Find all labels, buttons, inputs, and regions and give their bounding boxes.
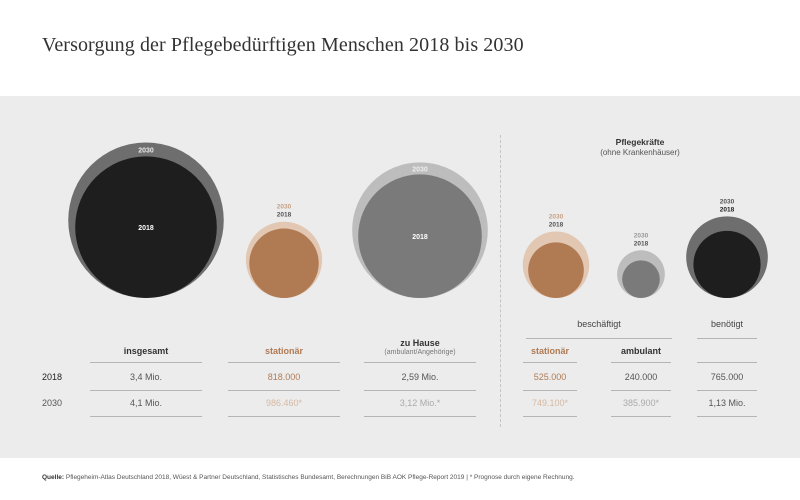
bubble-insgesamt-2018	[75, 156, 217, 298]
source-text: Pflegeheim-Atlas Deutschland 2018, Wüest…	[65, 474, 575, 481]
bubble-label-stationaer-2018: 2018	[277, 212, 292, 219]
column-rule-top-pk_stationaer	[523, 362, 577, 363]
source-note: Quelle: Pflegeheim-Atlas Deutschland 201…	[42, 474, 574, 481]
column-rule-top-zuhause	[364, 362, 476, 363]
bubble-zuhause-2018	[358, 174, 482, 298]
row-year-2030: 2030	[42, 398, 63, 408]
bubble-stationaer-2018	[249, 228, 319, 298]
column-rule-bottom-stationaer	[228, 416, 340, 417]
table-cell-pk_stationaer-2030: 749.100*	[531, 398, 569, 408]
column-rule-mid-stationaer	[228, 390, 340, 391]
column-rule-bottom-zuhause	[364, 416, 476, 417]
column-rule-bottom-pk_ambulant	[611, 416, 671, 417]
table-cell-pk_benoetigt-2018: 765.000	[710, 372, 744, 382]
table-cell-pk_ambulant-2030: 385.900*	[622, 398, 660, 408]
column-header-insgesamt: insgesamt	[123, 346, 169, 356]
column-header-pk_ambulant: ambulant	[620, 346, 662, 356]
column-rule-top-insgesamt	[90, 362, 202, 363]
table-cell-pk_benoetigt-2030: 1,13 Mio.	[708, 398, 746, 408]
bubble-label-insgesamt-2030: 2030	[138, 147, 154, 154]
column-rule-bottom-pk_stationaer	[523, 416, 577, 417]
column-rule-bottom-insgesamt	[90, 416, 202, 417]
group-label-benoetigt: benötigt	[710, 319, 744, 329]
bubble-label-pk_benoetigt-2030: 2030	[720, 198, 735, 205]
row-year-2018: 2018	[42, 372, 63, 382]
bubble-label-stationaer-2030: 2030	[277, 204, 292, 211]
table-cell-zuhause-2018: 2,59 Mio.	[401, 372, 439, 382]
page-title: Versorgung der Pflegebedürftigen Mensche…	[42, 34, 524, 56]
footer	[0, 458, 800, 500]
bubble-label-zuhause-2030: 2030	[412, 166, 428, 173]
column-rule-mid-pk_ambulant	[611, 390, 671, 391]
pflegekraefte-subtitle: (ohne Krankenhäuser)	[600, 148, 680, 157]
column-rule-mid-pk_stationaer	[523, 390, 577, 391]
table-cell-stationaer-2018: 818.000	[267, 372, 301, 382]
source-label: Quelle:	[42, 474, 65, 481]
group-rule-benoetigt	[697, 338, 757, 339]
column-header-zuhause: zu Hause	[400, 338, 440, 348]
column-rule-top-stationaer	[228, 362, 340, 363]
column-header-stationaer: stationär	[264, 346, 304, 356]
group-rule-beschaeftigt	[526, 338, 672, 339]
bubble-label-zuhause-2018: 2018	[412, 234, 428, 241]
table-cell-pk_ambulant-2018: 240.000	[624, 372, 658, 382]
table-cell-insgesamt-2030: 4,1 Mio.	[129, 398, 163, 408]
bubble-label-pk_ambulant-2018: 2018	[634, 240, 649, 247]
bubble-label-pk_stationaer-2018: 2018	[549, 222, 564, 229]
column-rule-top-pk_ambulant	[611, 362, 671, 363]
table-cell-stationaer-2030: 986.460*	[265, 398, 303, 408]
bubble-label-pk_ambulant-2030: 2030	[634, 232, 649, 239]
group-label-beschaeftigt: beschäftigt	[577, 319, 621, 329]
bubble-pk_benoetigt-2018	[693, 230, 761, 298]
bubble-pk_ambulant-2018	[622, 260, 660, 298]
column-subheader-zuhause: (ambulant/Angehörige)	[384, 349, 456, 356]
table-cell-zuhause-2030: 3,12 Mio.*	[399, 398, 441, 408]
column-header-pk_stationaer: stationär	[530, 346, 570, 356]
bubble-label-pk_stationaer-2030: 2030	[549, 214, 564, 221]
table-cell-insgesamt-2018: 3,4 Mio.	[129, 372, 163, 382]
column-rule-bottom-pk_benoetigt	[697, 416, 757, 417]
column-rule-mid-pk_benoetigt	[697, 390, 757, 391]
column-rule-mid-zuhause	[364, 390, 476, 391]
column-rule-top-pk_benoetigt	[697, 362, 757, 363]
bubble-label-insgesamt-2018: 2018	[138, 225, 154, 232]
section-divider	[500, 135, 501, 427]
bubble-pk_stationaer-2018	[528, 242, 584, 298]
table-cell-pk_stationaer-2018: 525.000	[533, 372, 567, 382]
pflegekraefte-title: Pflegekräfte	[615, 137, 665, 147]
bubble-label-pk_benoetigt-2018: 2018	[720, 206, 735, 213]
column-rule-mid-insgesamt	[90, 390, 202, 391]
